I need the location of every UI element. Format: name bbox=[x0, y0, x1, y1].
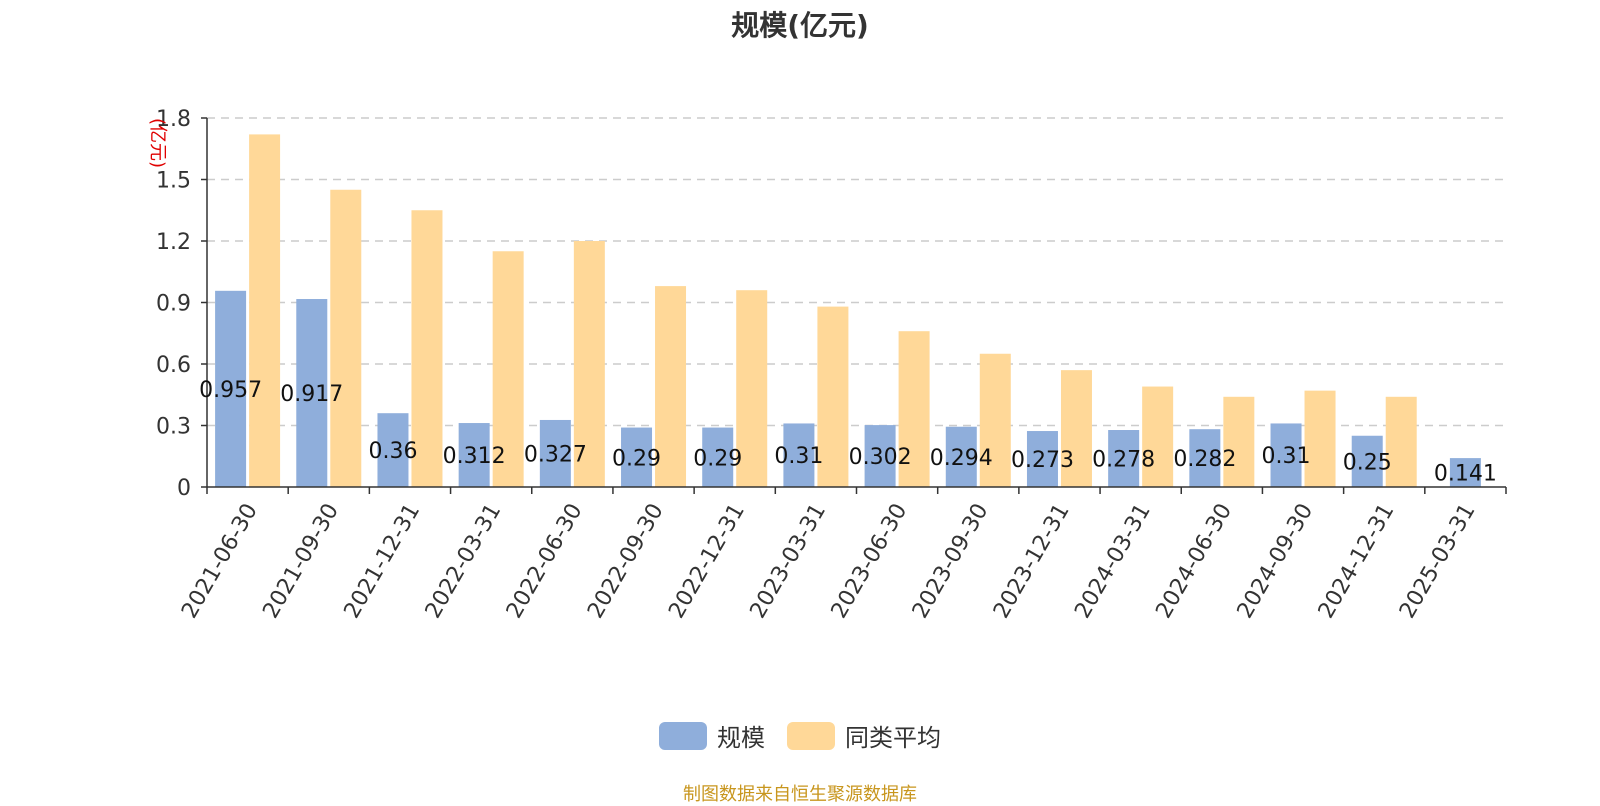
y-tick-label: 1.2 bbox=[156, 230, 191, 255]
legend-label-scale: 规模 bbox=[717, 724, 765, 752]
bar-scale[interactable] bbox=[458, 423, 490, 487]
x-tick-label: 2021-09-30 bbox=[258, 500, 344, 623]
bar-scale[interactable] bbox=[864, 425, 896, 487]
data-label-scale: 0.273 bbox=[1011, 448, 1074, 473]
bar-scale[interactable] bbox=[621, 427, 653, 487]
data-label-scale: 0.917 bbox=[280, 382, 343, 407]
bar-category-average[interactable] bbox=[736, 290, 768, 487]
data-label-scale: 0.25 bbox=[1343, 450, 1392, 475]
x-tick-label: 2022-06-30 bbox=[502, 500, 588, 623]
x-tick-label: 2023-09-30 bbox=[908, 500, 994, 623]
bar-category-average[interactable] bbox=[249, 134, 281, 487]
data-label-scale: 0.29 bbox=[693, 446, 742, 471]
bar-category-average[interactable] bbox=[1060, 370, 1092, 487]
legend-swatch-category-average bbox=[787, 721, 835, 750]
legend-swatch-scale bbox=[659, 721, 707, 750]
x-tick-label: 2024-12-31 bbox=[1314, 500, 1400, 623]
gridlines bbox=[207, 117, 1506, 427]
bar-category-average[interactable] bbox=[979, 353, 1011, 487]
bar-scale[interactable] bbox=[1449, 458, 1481, 487]
data-label-scale: 0.294 bbox=[930, 446, 993, 471]
data-label-scale: 0.141 bbox=[1434, 462, 1497, 487]
x-tick-label: 2023-06-30 bbox=[827, 500, 913, 623]
data-label-scale: 0.29 bbox=[612, 446, 661, 471]
bar-category-average[interactable] bbox=[817, 306, 849, 487]
bar-scale[interactable] bbox=[1351, 435, 1383, 487]
bar-scale[interactable] bbox=[702, 427, 734, 487]
bar-category-average[interactable] bbox=[1385, 396, 1417, 487]
data-label-scale: 0.302 bbox=[849, 445, 912, 470]
bar-scale[interactable] bbox=[1189, 429, 1221, 487]
data-label-scale: 0.36 bbox=[368, 439, 417, 464]
x-tick-label: 2024-09-30 bbox=[1233, 500, 1319, 623]
bar-category-average[interactable] bbox=[330, 189, 362, 487]
bar-category-average[interactable] bbox=[655, 286, 687, 487]
bar-scale[interactable] bbox=[215, 290, 247, 487]
data-label-scale: 0.282 bbox=[1173, 447, 1236, 472]
bar-scale[interactable] bbox=[377, 413, 409, 487]
y-tick-label: 0.3 bbox=[156, 415, 191, 440]
legend-item-category-average[interactable]: 同类平均 bbox=[787, 718, 941, 753]
y-tick-label: 0 bbox=[177, 476, 191, 501]
y-unit-label: (亿元) bbox=[147, 118, 168, 168]
y-tick-label: 1.5 bbox=[156, 169, 191, 194]
legend-item-scale[interactable]: 规模 bbox=[659, 718, 765, 753]
x-tick-label: 2021-06-30 bbox=[177, 500, 263, 623]
x-tick-label: 2024-03-31 bbox=[1070, 500, 1156, 623]
data-label-scale: 0.31 bbox=[774, 444, 823, 469]
legend: 规模 同类平均 bbox=[0, 718, 1600, 753]
x-tick-label: 2022-12-31 bbox=[664, 500, 750, 623]
bar-category-average[interactable] bbox=[1223, 396, 1255, 487]
x-tick-label: 2023-12-31 bbox=[989, 500, 1075, 623]
bar-category-average[interactable] bbox=[898, 331, 930, 487]
bars bbox=[215, 134, 1481, 487]
legend-label-category-average: 同类平均 bbox=[845, 724, 941, 752]
bar-scale[interactable] bbox=[1270, 423, 1302, 487]
bar-category-average[interactable] bbox=[1304, 390, 1336, 487]
data-label-scale: 0.327 bbox=[524, 442, 587, 467]
bar-scale[interactable] bbox=[296, 299, 328, 487]
bar-scale[interactable] bbox=[1026, 431, 1058, 487]
bar-category-average[interactable] bbox=[411, 210, 443, 487]
source-note: 制图数据来自恒生聚源数据库 bbox=[683, 784, 917, 805]
bar-scale[interactable] bbox=[539, 419, 571, 487]
data-label-scale: 0.278 bbox=[1092, 448, 1155, 473]
data-label-scale: 0.31 bbox=[1262, 444, 1311, 469]
bar-scale[interactable] bbox=[1108, 430, 1140, 487]
x-tick-label: 2022-03-31 bbox=[421, 500, 507, 623]
x-tick-label: 2024-06-30 bbox=[1151, 500, 1237, 623]
bar-category-average[interactable] bbox=[1142, 386, 1174, 487]
data-labels: 0.957 0.917 0.36 0.312 0.327 0.29 0.29 0.31 0.30… bbox=[199, 378, 1497, 487]
x-tick-label: 2021-12-31 bbox=[340, 500, 426, 623]
x-tick-label: 2022-09-30 bbox=[583, 500, 669, 623]
bar-category-average[interactable] bbox=[492, 251, 524, 487]
x-tick-label: 2025-03-31 bbox=[1395, 500, 1481, 623]
y-tick-label: 0.9 bbox=[156, 292, 191, 317]
chart-title: 规模(亿元) bbox=[731, 9, 869, 42]
data-label-scale: 0.957 bbox=[199, 378, 262, 403]
bar-scale[interactable] bbox=[783, 423, 815, 487]
bar-category-average[interactable] bbox=[573, 241, 605, 487]
x-tick-label: 2023-03-31 bbox=[746, 500, 832, 623]
y-tick-label: 1.8 bbox=[156, 107, 191, 132]
y-tick-label: 0.6 bbox=[156, 353, 191, 378]
bar-scale[interactable] bbox=[945, 426, 977, 487]
data-label-scale: 0.312 bbox=[443, 444, 506, 469]
